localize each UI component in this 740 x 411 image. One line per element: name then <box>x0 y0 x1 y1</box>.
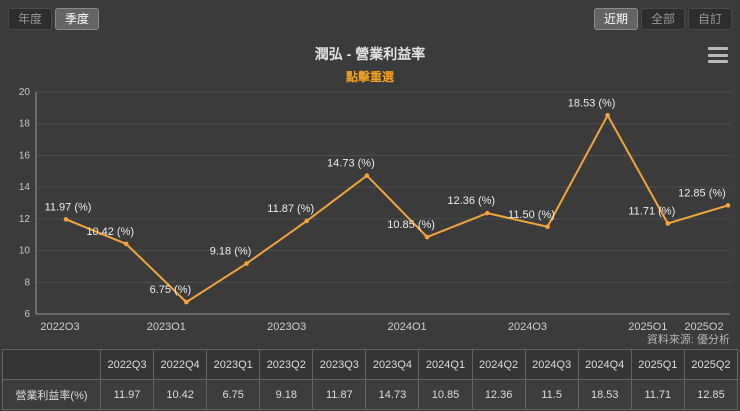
y-tick-label: 10 <box>19 246 31 257</box>
x-tick-label: 2025Q2 <box>684 321 723 330</box>
table-header-cell: 2023Q4 <box>365 349 420 380</box>
table-header-cell: 2024Q3 <box>524 349 579 380</box>
menu-bar <box>708 53 728 57</box>
data-label: 18.53 (%) <box>568 97 616 109</box>
chart-title: 潤弘 - 營業利益率 <box>314 46 426 62</box>
table-cell: 12.85 <box>683 379 739 410</box>
data-point[interactable] <box>123 241 129 247</box>
table-cell: 12.36 <box>471 379 526 410</box>
range-button-all[interactable]: 全部 <box>640 8 685 30</box>
table-header-cell: 2022Q4 <box>153 349 208 380</box>
data-point[interactable] <box>364 173 370 178</box>
data-point[interactable] <box>424 234 430 240</box>
range-toggle-group: 近期 全部 自訂 <box>593 8 732 30</box>
series-line <box>65 114 729 304</box>
x-tick-label: 2023Q3 <box>267 321 306 330</box>
hamburger-menu-icon[interactable] <box>708 47 728 63</box>
table-cell: 9.18 <box>259 379 314 410</box>
y-tick-label: 12 <box>19 214 31 225</box>
table-cell: 11.71 <box>630 379 685 410</box>
data-point[interactable] <box>63 217 69 222</box>
data-point[interactable] <box>184 299 189 305</box>
table-header-cell: 2023Q2 <box>259 349 314 380</box>
data-label: 12.85 (%) <box>678 187 726 199</box>
line-chart[interactable]: 6 8 10 12 14 16 18 20 2022Q3 2023Q1 2023Q3 2024Q1 20… <box>0 84 740 333</box>
data-label: 6.75 (%) <box>150 284 192 296</box>
y-tick-label: 14 <box>19 182 31 193</box>
table-cell: 10.85 <box>418 379 473 410</box>
table-corner-cell <box>2 349 101 380</box>
data-point[interactable] <box>484 210 490 216</box>
y-tick-label: 6 <box>24 309 30 320</box>
table-header-cell: 2024Q1 <box>418 349 473 380</box>
table-cell: 6.75 <box>206 379 261 410</box>
data-label: 9.18 (%) <box>210 246 252 258</box>
y-tick-label: 20 <box>19 87 31 98</box>
table-header-cell: 2025Q2 <box>683 349 739 380</box>
data-label: 11.87 (%) <box>267 203 314 215</box>
table-cell: 10.42 <box>153 379 208 410</box>
table-header-cell: 2024Q4 <box>577 349 632 380</box>
table-header-cell: 2023Q3 <box>312 349 367 380</box>
data-table: 2022Q3 2022Q4 2023Q1 2023Q2 2023Q3 2023Q4 2024… <box>2 349 739 410</box>
data-label: 10.85 (%) <box>387 219 435 231</box>
x-tick-label: 2022Q3 <box>40 321 79 330</box>
table-cell: 11.5 <box>524 379 579 410</box>
data-label: 11.71 (%) <box>628 205 675 217</box>
x-tick-label: 2025Q1 <box>628 321 667 330</box>
table-cell: 18.53 <box>577 379 632 410</box>
period-button-quarterly[interactable]: 季度 <box>55 8 100 30</box>
range-button-recent[interactable]: 近期 <box>593 8 638 30</box>
table-cell: 11.97 <box>99 379 155 410</box>
data-label: 11.97 (%) <box>45 201 92 213</box>
table-header-cell: 2025Q1 <box>630 349 685 380</box>
data-point[interactable] <box>545 224 550 230</box>
data-label: 14.73 (%) <box>327 158 375 170</box>
data-label: 11.50 (%) <box>508 209 555 221</box>
data-source-note: 資料來源: 優分析 <box>646 334 730 346</box>
y-tick-label: 16 <box>19 150 31 161</box>
data-point[interactable] <box>665 221 671 226</box>
table-row-label: 營業利益率(%) <box>2 379 101 410</box>
x-tick-label: 2023Q1 <box>147 321 186 330</box>
chart-subtitle-reselect-hint: 點擊重選 <box>345 70 394 84</box>
period-toggle-group: 年度 季度 <box>8 8 100 30</box>
range-button-custom[interactable]: 自訂 <box>687 8 732 30</box>
data-point[interactable] <box>244 261 249 266</box>
x-tick-label: 2024Q1 <box>388 321 427 330</box>
data-point[interactable] <box>725 203 731 208</box>
y-tick-label: 18 <box>19 119 31 130</box>
table-header-cell: 2023Q1 <box>206 349 261 380</box>
data-point[interactable] <box>304 218 310 224</box>
data-label: 12.36 (%) <box>447 195 495 207</box>
data-label: 10.42 (%) <box>86 226 134 238</box>
line-chart-svg: 6 8 10 12 14 16 18 20 2022Q3 2023Q1 2023Q3 2024Q1 20… <box>19 87 731 333</box>
menu-bar <box>708 47 728 50</box>
x-tick-label: 2024Q3 <box>508 321 547 330</box>
period-button-annual[interactable]: 年度 <box>8 8 53 30</box>
menu-bar <box>708 60 728 63</box>
y-tick-label: 8 <box>24 277 30 288</box>
table-cell: 11.87 <box>312 379 367 410</box>
table-header-cell: 2024Q2 <box>471 349 526 380</box>
table-header-cell: 2022Q3 <box>99 349 155 380</box>
data-point[interactable] <box>605 113 610 118</box>
table-cell: 14.73 <box>365 379 420 410</box>
